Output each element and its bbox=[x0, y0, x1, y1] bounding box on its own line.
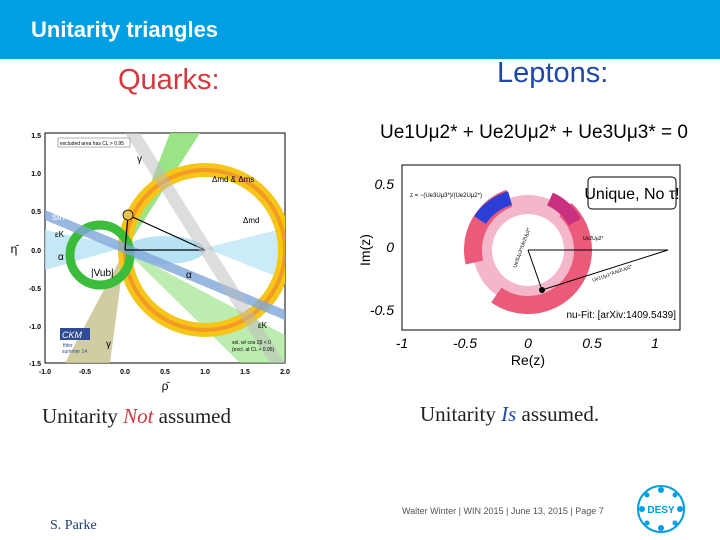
x-tick: -1 bbox=[396, 335, 408, 351]
y-tick: -0.5 bbox=[29, 286, 41, 293]
base-vector-label: Ue2Uμ2* bbox=[583, 236, 603, 242]
y-tick: 1.5 bbox=[31, 133, 41, 140]
ckm-badge: CKM bbox=[62, 330, 83, 340]
slide-title: Unitarity triangles bbox=[31, 17, 219, 42]
alpha-right-label: α bbox=[186, 270, 192, 281]
y-tick: 0.5 bbox=[375, 176, 395, 192]
x-tick: 1.0 bbox=[200, 369, 210, 376]
dm-label: Δmd & Δms bbox=[212, 175, 254, 184]
quarks-caption-em: Not bbox=[123, 404, 154, 428]
lepton-unitarity-equation: Ue1Uμ2* + Ue2Uμ2* + Ue3Uμ3* = 0 bbox=[380, 122, 688, 143]
y-axis-label: Im(z) bbox=[357, 234, 373, 266]
nufit-citation: nu-Fit: [arXiv:1409.5439] bbox=[566, 310, 676, 321]
y-tick: -0.5 bbox=[370, 302, 394, 318]
leptons-caption-pre: Unitarity bbox=[420, 402, 502, 426]
y-tick: -1.5 bbox=[29, 361, 41, 368]
desy-logo-text: DESY bbox=[647, 505, 675, 516]
leptons-plot: Ue1Uμ2* + Ue2Uμ2* + Ue3Uμ3* = 0 z = −(Ue… bbox=[357, 122, 688, 368]
quarks-caption-post: assumed bbox=[153, 404, 231, 428]
x-tick: 1.5 bbox=[240, 369, 250, 376]
ckm-summer-label: summer 14 bbox=[62, 349, 87, 355]
ckm-legend: excluded area has CL > 0.95 bbox=[60, 141, 124, 147]
x-tick: -0.5 bbox=[79, 369, 91, 376]
footer-info: Walter Winter | WIN 2015 | June 13, 2015… bbox=[402, 506, 604, 516]
leptons-heading: Leptons: bbox=[497, 57, 609, 89]
gamma-top-label: γ bbox=[137, 154, 142, 165]
leptons-caption: Unitarity Is assumed. bbox=[420, 402, 599, 427]
z-definition: z = −(Ue3Uμ3*)/(Ue2Uμ2*) bbox=[410, 193, 482, 199]
x-tick: -0.5 bbox=[453, 335, 477, 351]
unique-box-text: Unique, No τ! bbox=[584, 186, 679, 203]
y-tick: 0.5 bbox=[31, 209, 41, 216]
y-tick: 0.0 bbox=[31, 248, 41, 255]
y-tick: -1.0 bbox=[29, 324, 41, 331]
x-tick: 1 bbox=[651, 335, 659, 351]
leptons-caption-em: Is bbox=[501, 402, 517, 426]
quarks-caption-pre: Unitarity bbox=[42, 404, 124, 428]
y-tick: 1.0 bbox=[31, 171, 41, 178]
y-axis-label: η̄ bbox=[11, 242, 20, 256]
x-tick: -1.0 bbox=[39, 369, 51, 376]
quarks-heading: Quarks: bbox=[118, 64, 220, 96]
quarks-caption: Unitarity Not assumed bbox=[42, 404, 231, 429]
leptons-caption-post: assumed. bbox=[516, 402, 600, 426]
sol-note-2: (excl. at CL > 0.95) bbox=[232, 347, 275, 353]
x-tick: 0 bbox=[524, 335, 532, 351]
x-tick: 2.0 bbox=[280, 369, 290, 376]
gamma-bottom-label: γ bbox=[106, 339, 111, 350]
sol-note-1: sol. w/ cos 2β < 0 bbox=[232, 340, 271, 346]
x-axis-label: ρ̄ bbox=[162, 379, 171, 393]
y-tick: 0 bbox=[386, 239, 394, 255]
sin2b-label: sin 2β bbox=[52, 212, 79, 223]
epsk-bottom-label: εK bbox=[258, 321, 268, 330]
x-tick: 0.5 bbox=[582, 335, 602, 351]
epsk-left-label: εK bbox=[55, 230, 65, 239]
x-tick: 0.0 bbox=[120, 369, 130, 376]
vub-label: |Vub| bbox=[91, 268, 114, 279]
header-bar: Unitarity triangles bbox=[0, 0, 720, 59]
alpha-left-label: α bbox=[58, 252, 64, 263]
desy-logo: DESY bbox=[637, 485, 685, 533]
ckm-fitter-label: fitter bbox=[63, 343, 73, 349]
dmd-label: Δmd bbox=[243, 216, 259, 225]
x-tick: 0.5 bbox=[160, 369, 170, 376]
ckm-fit-plot: excluded area has CL > 0.95 CKM fitter s… bbox=[11, 132, 290, 393]
author-name: S. Parke bbox=[50, 518, 97, 533]
x-axis-label: Re(z) bbox=[511, 352, 545, 368]
